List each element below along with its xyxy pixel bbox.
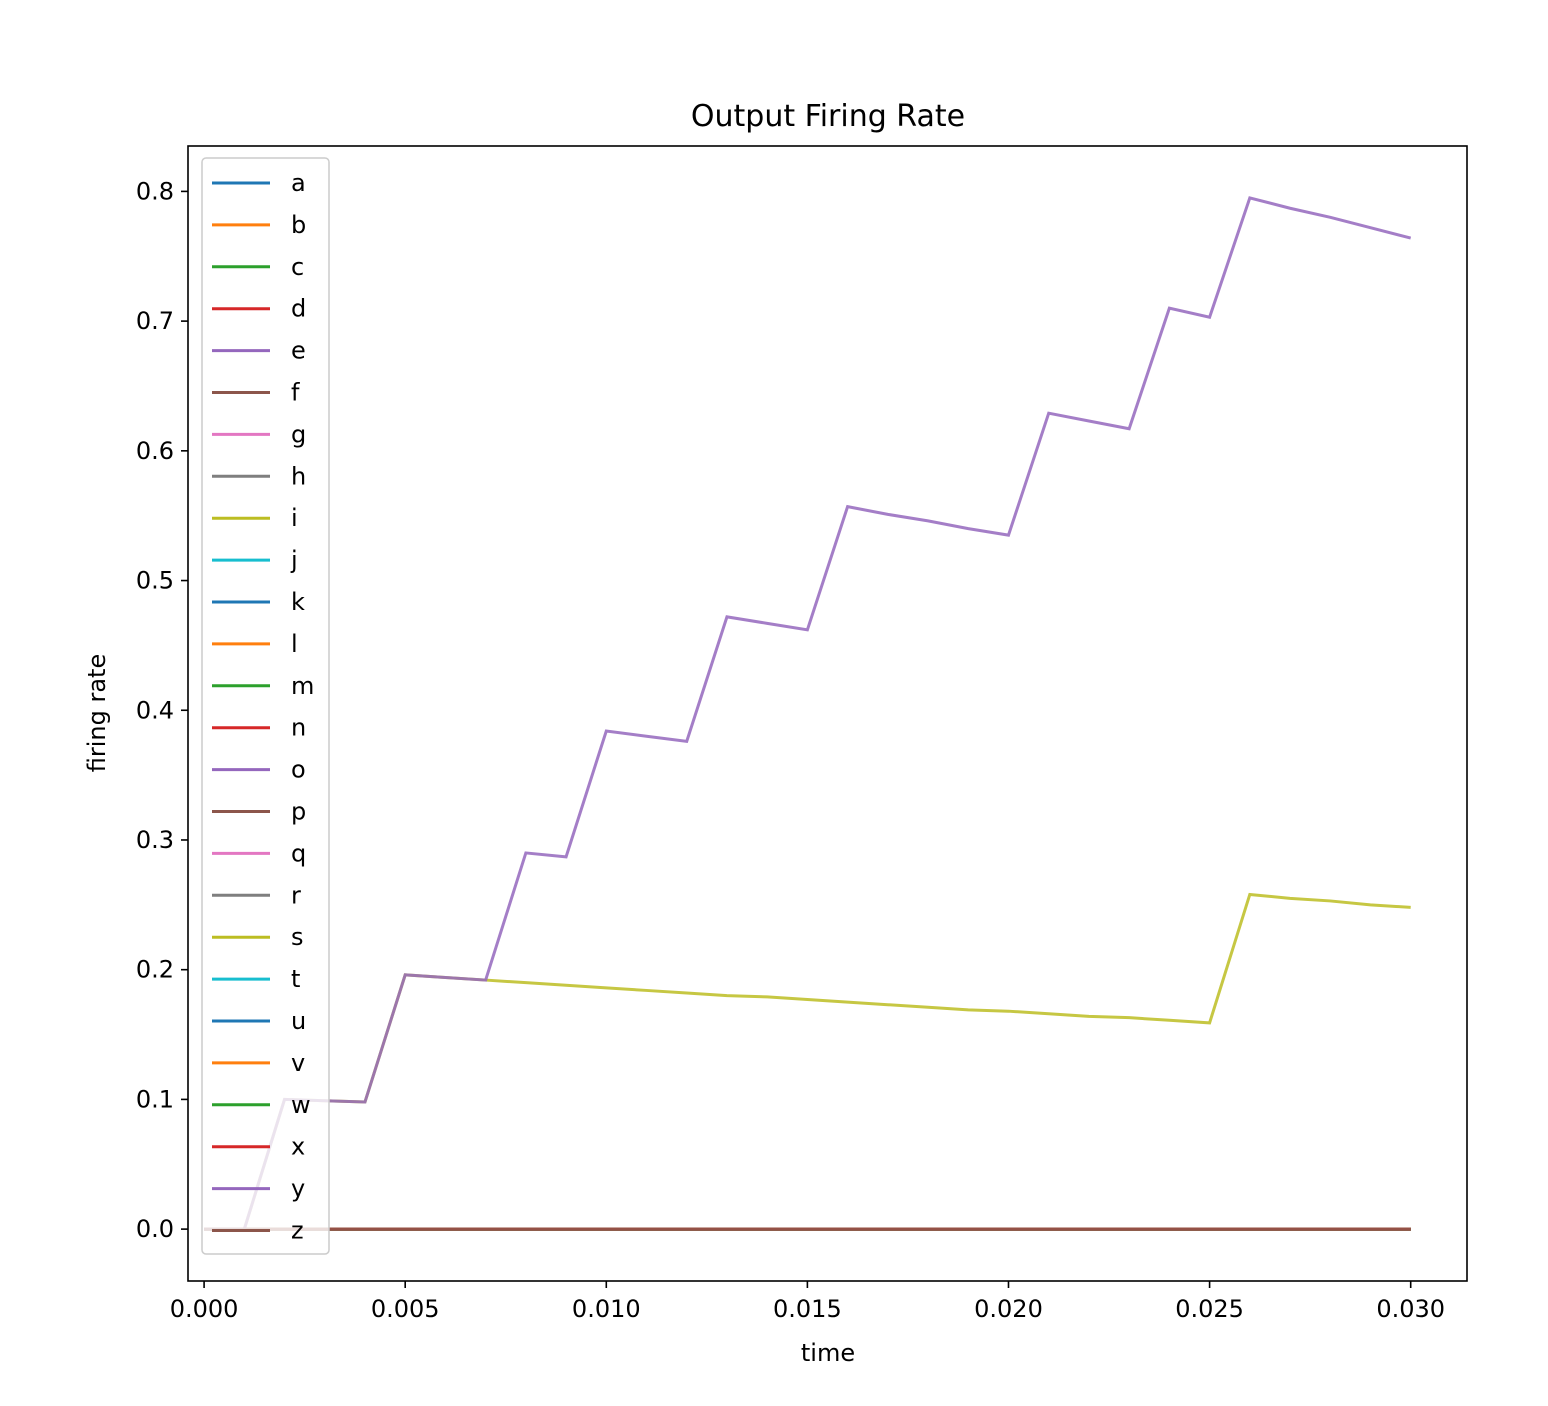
y-tick-label: 0.7 bbox=[136, 307, 174, 335]
y-tick-label: 0.8 bbox=[136, 177, 174, 205]
legend-label-n: n bbox=[291, 714, 306, 742]
y-tick-label: 0.5 bbox=[136, 567, 174, 595]
axis-ticks: 0.000 0.005 0.010 0.015 0.020 0.025 0.030 0.0 0.… bbox=[136, 177, 1445, 1323]
legend-label-s: s bbox=[291, 923, 304, 951]
legend-label-l: l bbox=[291, 630, 298, 658]
legend-label-k: k bbox=[291, 588, 305, 616]
legend-label-a: a bbox=[291, 169, 306, 197]
x-tick-label: 0.005 bbox=[371, 1295, 440, 1323]
plot-area-frame bbox=[187, 145, 1468, 1282]
chart-title: Output Firing Rate bbox=[691, 99, 965, 134]
legend-label-b: b bbox=[291, 211, 306, 239]
x-tick-label: 0.025 bbox=[1175, 1295, 1244, 1323]
legend-box bbox=[201, 157, 330, 1255]
legend-label-p: p bbox=[291, 798, 306, 826]
legend-label-q: q bbox=[291, 839, 306, 867]
legend-label-c: c bbox=[291, 253, 304, 281]
legend-label-h: h bbox=[291, 462, 306, 490]
legend-label-g: g bbox=[291, 420, 306, 448]
legend-label-z: z bbox=[291, 1217, 304, 1245]
x-tick-label: 0.020 bbox=[974, 1295, 1043, 1323]
y-tick-label: 0.0 bbox=[136, 1215, 174, 1243]
y-tick-label: 0.3 bbox=[136, 826, 174, 854]
legend-label-o: o bbox=[291, 756, 306, 784]
legend-label-i: i bbox=[291, 504, 298, 532]
legend-label-e: e bbox=[291, 337, 306, 365]
x-tick-label: 0.030 bbox=[1376, 1295, 1445, 1323]
legend-label-j: j bbox=[290, 546, 298, 574]
x-tick-label: 0.000 bbox=[170, 1295, 239, 1323]
x-tick-label: 0.015 bbox=[773, 1295, 842, 1323]
y-tick-label: 0.6 bbox=[136, 437, 174, 465]
y-tick-label: 0.4 bbox=[136, 696, 174, 724]
legend-label-y: y bbox=[291, 1175, 305, 1203]
y-axis-label: firing rate bbox=[83, 654, 111, 772]
legend-label-f: f bbox=[291, 379, 300, 407]
series-line-y bbox=[204, 196, 1412, 1231]
legend-label-r: r bbox=[291, 881, 301, 909]
legend-label-x: x bbox=[291, 1133, 305, 1161]
series-layer bbox=[204, 196, 1412, 1231]
legend-label-d: d bbox=[291, 295, 306, 323]
legend-label-t: t bbox=[291, 965, 300, 993]
legend-label-u: u bbox=[291, 1007, 306, 1035]
legend-label-v: v bbox=[291, 1049, 305, 1077]
x-tick-label: 0.010 bbox=[572, 1295, 641, 1323]
legend-label-m: m bbox=[291, 672, 314, 700]
x-axis-label: time bbox=[801, 1339, 855, 1367]
y-tick-label: 0.2 bbox=[136, 956, 174, 984]
y-tick-label: 0.1 bbox=[136, 1085, 174, 1113]
legend-label-w: w bbox=[291, 1091, 311, 1119]
